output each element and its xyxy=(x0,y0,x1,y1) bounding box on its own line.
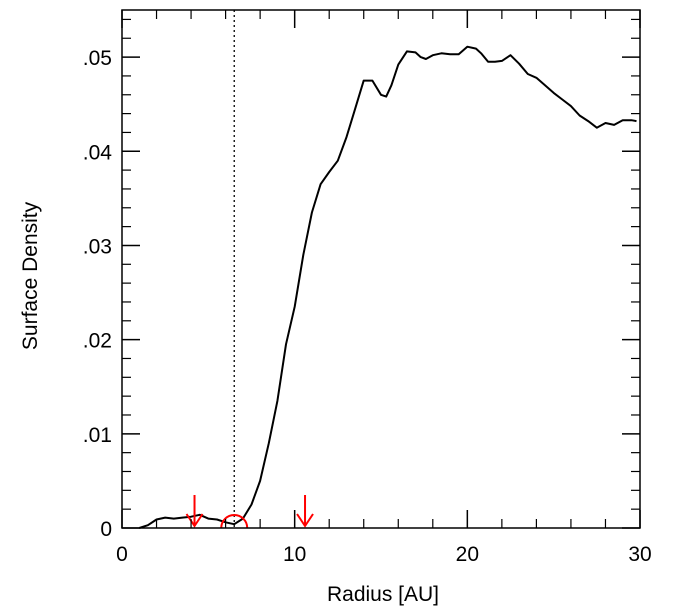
x-tick-label: 30 xyxy=(628,543,651,566)
x-tick-label: 20 xyxy=(456,543,479,566)
y-tick-label: .04 xyxy=(83,141,113,164)
y-tick-label: .02 xyxy=(83,330,112,353)
y-tick-label: .03 xyxy=(83,235,112,258)
label-layer: Radius [AU] Surface Density 0 10 20 30 0 .01.… xyxy=(19,47,652,606)
tick-layer xyxy=(121,10,641,529)
x-tick-label: 10 xyxy=(283,543,306,566)
annotation-layer xyxy=(185,495,314,529)
y-tick-label: 0 xyxy=(100,518,112,541)
plot-layer xyxy=(138,10,637,529)
surface-density-line xyxy=(138,45,637,529)
axes-frame xyxy=(121,9,641,529)
red-arrow-head xyxy=(185,513,204,528)
red-half-circle-marker xyxy=(220,514,249,529)
red-arrow-head xyxy=(296,513,314,528)
plot-frame xyxy=(121,9,641,529)
y-tick-label: .01 xyxy=(83,424,112,447)
x-axis-title: Radius [AU] xyxy=(327,583,439,606)
y-axis-title: Surface Density xyxy=(19,201,42,350)
x-tick-label: 0 xyxy=(116,543,128,566)
y-tick-label: .05 xyxy=(83,47,112,70)
